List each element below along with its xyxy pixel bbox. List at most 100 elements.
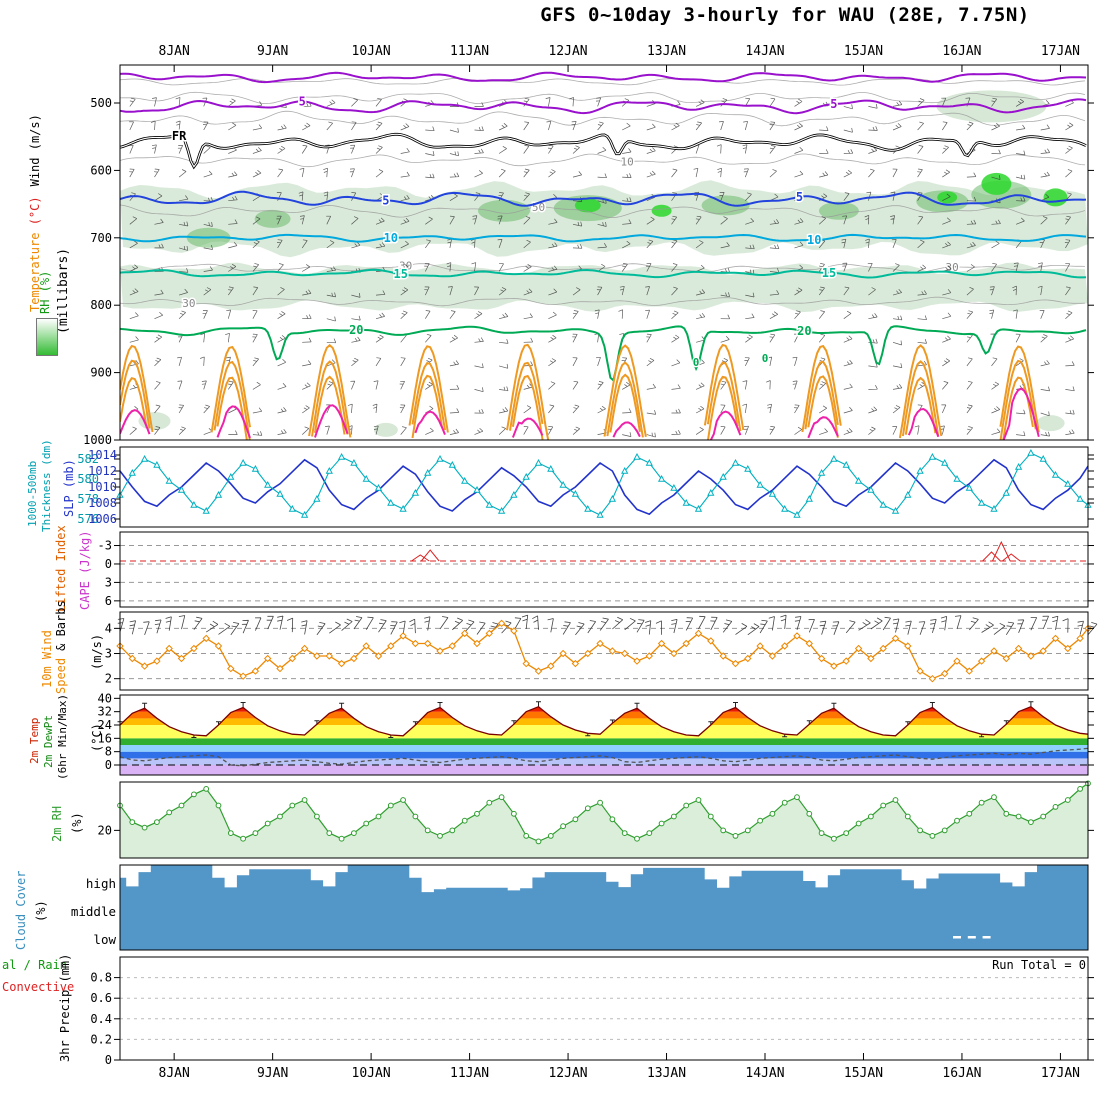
rh2m-marker [892,797,899,803]
rh2m-marker [437,833,443,839]
wind-speed-marker [165,644,173,653]
rh2m-marker [449,827,456,834]
wind-speed-marker [559,649,567,658]
x-axis-label-16JAN: 16JAN [942,44,982,59]
thickness-marker [325,466,333,474]
thickness-marker [596,510,604,518]
wind-speed-marker [1064,644,1072,653]
wind-speed-marker [534,667,543,675]
temp-band [120,706,1088,712]
rh2m-marker [732,833,739,839]
wind-speed-marker [153,657,161,665]
rh-contour [120,204,1086,219]
rh-contour-label: 10 [620,155,633,168]
wind-speed-marker [965,667,974,675]
rh-shading-blob [373,422,398,437]
y-tick-label: 582 [77,452,99,466]
rh2m-marker [843,830,850,836]
wind10m-panel-border [119,611,1089,691]
x-axis-label-9JAN: 9JAN [256,1066,289,1081]
thickness-marker [522,472,530,480]
x-axis-label-10JAN: 10JAN [351,1066,391,1081]
rh2m-marker [166,809,173,816]
x-axis-label-12JAN: 12JAN [548,1066,588,1081]
y-tick-label: 2 [105,672,112,686]
thickness-marker [239,458,247,466]
y-tick-label: -3 [98,539,112,553]
thickness-marker [1064,479,1072,487]
wind-speed-marker [448,642,457,650]
rh-shading-blob [254,209,291,228]
rh2m-marker [794,794,800,801]
thickness-marker [1002,488,1010,496]
thickness-marker [276,489,284,497]
wind-barbs-10m [117,614,1098,636]
rh2m-marker [621,830,628,836]
temp-contour-x [120,359,1037,440]
wind-speed-marker [780,642,789,650]
thickness-marker [313,494,321,502]
thickness-marker [202,506,210,514]
wind-speed-marker [928,674,937,683]
thickness-marker [953,474,961,482]
thickness-marker [288,504,296,512]
rh2m-marker [486,799,493,806]
wind-speed-marker [756,642,764,650]
wind-speed-marker [522,659,530,668]
thickness-marker [633,452,641,460]
x-axis-label-9JAN: 9JAN [256,44,289,59]
temp-contour-10 [120,233,1087,243]
lifted-index-axis-label: Lifted Index [54,525,68,612]
thickness-marker [251,464,260,472]
rh2m-marker [461,817,468,824]
li-panel-border [119,531,1089,608]
contour-label: 5 [299,94,306,108]
rh2m-marker [215,802,222,809]
thickness-marker [1039,454,1047,462]
y-tick-label: 0.4 [90,1012,112,1026]
x-axis-label-8JAN: 8JAN [158,1066,190,1081]
thickness-marker [621,466,629,474]
thickness-marker [448,460,456,468]
thickness-axis-label-1: 1000-500mb [26,460,39,527]
thickness-marker [497,506,506,514]
rh2m-marker [929,833,936,839]
thickness-marker [534,458,543,466]
wind-speed-marker [940,669,949,678]
wind-speed-marker [571,659,580,668]
thickness-marker [817,468,826,476]
wind-speed-marker [990,647,998,655]
wind-speed-marker [682,639,690,648]
thickness-marker [854,476,863,484]
chart-title: GFS 0~10day 3-hourly for WAU (28E, 7.75N… [540,4,1030,26]
contour-label: 0 [762,352,769,365]
cloud-gap-dash [982,936,991,939]
rh2m-marker [264,820,271,827]
thickness-marker [337,452,346,460]
thickness-marker [756,480,764,488]
thickness-marker [842,460,850,468]
rh2m-marker [966,810,973,817]
rh2m-marker [1028,819,1034,825]
rh2m-marker [769,810,776,817]
y-tick-label: 0 [105,1053,112,1067]
rh2m-marker [744,827,751,834]
temperature-line [119,705,1089,737]
thickness-marker [510,490,518,498]
wind-speed-marker [202,634,210,643]
wind-speed-marker [805,639,814,648]
rh2m-marker [868,813,874,820]
rh2m-marker [634,835,640,842]
rh2m-fill [120,783,1088,858]
temp-band [120,765,1088,775]
wind-speed-marker [239,672,247,680]
rh2m-marker [781,799,788,806]
y-tick-label: 3 [105,647,112,661]
thickness-marker [227,472,235,480]
rh2m-marker [831,835,837,842]
rh2m-marker [277,813,283,820]
thickness-marker [584,504,592,512]
rh2m-marker [326,830,333,836]
rh2m-marker [535,838,542,845]
